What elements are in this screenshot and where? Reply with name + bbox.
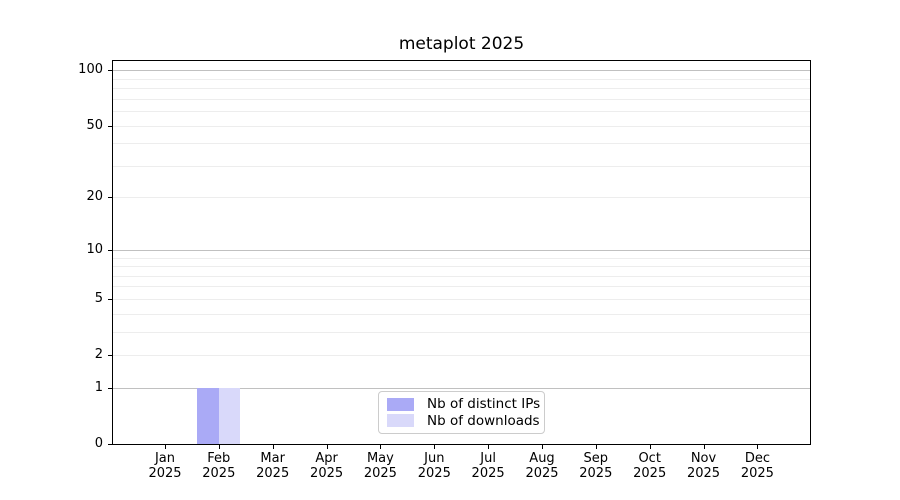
- legend-item-downloads: Nb of downloads: [387, 413, 540, 429]
- x-tick-label-line: 2025: [363, 466, 397, 481]
- legend-item-distinct-ips: Nb of distinct IPs: [387, 396, 540, 412]
- plot-area: Nb of distinct IPs Nb of downloads: [112, 60, 811, 445]
- y-gridline-minor: [113, 257, 810, 259]
- y-tick-label: 2: [94, 347, 103, 362]
- x-tick-label-line: 2025: [686, 466, 721, 481]
- x-tick-label-line: Feb: [207, 451, 231, 466]
- y-gridline-minor: [113, 88, 810, 89]
- x-tick-label-line: 2025: [525, 466, 559, 481]
- x-tick-label-line: 2025: [633, 466, 667, 481]
- y-gridline-minor: [113, 125, 810, 127]
- x-tick-label-line: May: [366, 451, 394, 466]
- y-gridline-major: [113, 387, 810, 389]
- x-tick-label: Apr 2025: [295, 451, 359, 481]
- x-tick-label: Nov 2025: [672, 451, 736, 481]
- y-tick-mark: [108, 249, 113, 251]
- x-tick-mark: [649, 444, 651, 449]
- x-tick-label: Dec 2025: [725, 451, 789, 481]
- y-gridline-minor: [113, 165, 810, 167]
- bar-downloads: [218, 387, 241, 444]
- x-tick-label-line: 2025: [202, 466, 236, 481]
- x-tick-label-line: 2025: [471, 466, 505, 481]
- x-tick-label: Aug 2025: [510, 451, 574, 481]
- y-gridline-major: [113, 249, 810, 251]
- x-tick-label-line: 2025: [148, 466, 182, 481]
- y-gridline-minor: [113, 331, 810, 333]
- x-tick-label: Oct 2025: [618, 451, 682, 481]
- x-tick-label-line: Jun: [424, 451, 445, 466]
- x-tick-label: Jun 2025: [402, 451, 466, 481]
- y-gridline-minor: [113, 110, 810, 112]
- y-tick-mark: [108, 298, 113, 300]
- y-tick-label: 1: [94, 379, 103, 395]
- y-gridline-minor: [113, 197, 810, 199]
- x-tick-label-line: 2025: [256, 466, 290, 481]
- chart-title: metaplot 2025: [398, 34, 525, 54]
- y-tick-label: 100: [78, 62, 103, 78]
- x-tick-label: Sep 2025: [564, 451, 628, 481]
- legend-label: Nb of distinct IPs: [427, 396, 541, 413]
- x-tick-label-line: 2025: [579, 466, 613, 481]
- x-tick-label-line: 2025: [310, 466, 344, 481]
- x-tick-label-line: Oct: [638, 451, 661, 466]
- x-tick-label-line: Dec: [744, 451, 770, 466]
- x-tick-mark: [434, 444, 436, 449]
- y-tick-label: 10: [86, 241, 103, 257]
- x-tick-label: Jan 2025: [133, 451, 197, 481]
- x-tick-mark: [165, 444, 166, 449]
- y-tick-mark: [108, 355, 113, 356]
- y-gridline-minor: [113, 266, 810, 267]
- x-tick-mark: [488, 444, 490, 449]
- x-tick-label-line: Aug: [529, 451, 555, 466]
- y-gridline-minor: [113, 98, 810, 100]
- y-gridline-minor: [113, 286, 810, 288]
- y-gridline-minor: [113, 298, 810, 300]
- x-tick-label: Mar 2025: [241, 451, 305, 481]
- x-tick-mark: [595, 444, 597, 449]
- x-tick-label-line: Nov: [690, 451, 717, 466]
- x-tick-label-line: Apr: [315, 451, 338, 466]
- legend-swatch-downloads: [387, 414, 414, 428]
- y-gridline-minor: [113, 275, 810, 277]
- x-tick-label: Jul 2025: [456, 451, 520, 481]
- legend-swatch-distinct-ips: [387, 397, 414, 411]
- y-gridline-major: [113, 70, 810, 72]
- y-tick-mark: [108, 70, 113, 72]
- x-tick-mark: [542, 444, 543, 449]
- x-tick-mark: [272, 444, 274, 449]
- x-tick-label-line: Jul: [480, 451, 496, 466]
- x-tick-label-line: 2025: [740, 466, 774, 481]
- y-tick-label: 0: [94, 436, 103, 451]
- y-gridline-minor: [113, 143, 810, 145]
- x-tick-label-line: 2025: [417, 466, 451, 481]
- x-tick-label-line: Jan: [154, 451, 176, 466]
- x-tick-mark: [218, 444, 220, 449]
- y-tick-label: 20: [86, 189, 103, 205]
- x-tick-mark: [757, 444, 759, 449]
- x-tick-mark: [326, 444, 328, 449]
- x-tick-label-line: Sep: [583, 451, 609, 466]
- x-tick-mark: [703, 444, 705, 449]
- y-tick-label: 5: [94, 290, 103, 306]
- x-tick-label-line: Mar: [260, 451, 285, 466]
- x-tick-label: Feb 2025: [187, 451, 251, 481]
- y-tick-mark: [108, 197, 113, 199]
- y-gridline-minor: [113, 355, 810, 356]
- bar-distinct-ips: [197, 387, 219, 444]
- x-tick-label: May 2025: [348, 451, 412, 481]
- y-tick-mark: [108, 387, 113, 389]
- y-tick-mark: [108, 125, 113, 127]
- y-gridline-minor: [113, 313, 810, 315]
- x-tick-mark: [380, 444, 382, 449]
- legend-label: Nb of downloads: [427, 412, 540, 429]
- legend: Nb of distinct IPs Nb of downloads: [378, 391, 545, 434]
- y-tick-mark: [108, 444, 113, 445]
- y-gridline-minor: [113, 78, 810, 80]
- y-tick-label: 50: [86, 117, 103, 133]
